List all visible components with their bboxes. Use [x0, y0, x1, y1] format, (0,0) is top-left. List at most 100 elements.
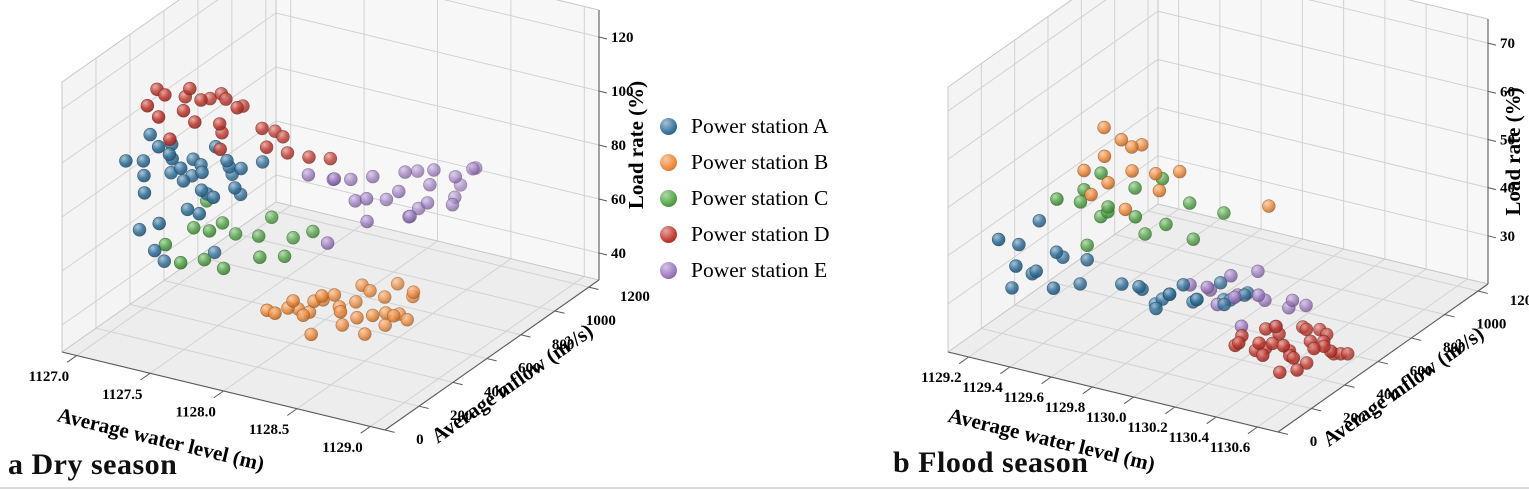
data-point — [366, 308, 380, 323]
data-point — [151, 140, 166, 154]
data-point — [1252, 336, 1266, 350]
data-point — [327, 288, 342, 302]
data-point — [379, 192, 394, 207]
data-point — [230, 100, 244, 115]
data-point — [176, 174, 191, 188]
data-point — [1256, 348, 1270, 362]
svg-text:80: 80 — [611, 138, 626, 154]
data-point — [158, 88, 172, 102]
grid-lines — [947, 0, 1489, 433]
data-point — [213, 142, 227, 157]
legend-marker — [660, 226, 677, 243]
data-point — [158, 237, 173, 252]
data-point — [194, 183, 209, 197]
data-point — [1080, 253, 1094, 267]
legend-marker — [660, 190, 677, 207]
data-point — [348, 194, 362, 208]
svg-text:1127.0: 1127.0 — [29, 369, 69, 385]
data-point — [148, 243, 162, 258]
svg-text:400: 400 — [1376, 387, 1399, 403]
data-point — [1299, 356, 1314, 370]
data-point — [259, 140, 274, 154]
data-point — [197, 252, 212, 267]
svg-text:60: 60 — [611, 192, 626, 208]
svg-text:70: 70 — [1500, 36, 1515, 52]
data-point — [1299, 322, 1314, 337]
data-point — [1213, 276, 1228, 290]
data-point — [137, 168, 151, 183]
svg-text:100: 100 — [611, 84, 634, 100]
data-point — [1251, 288, 1266, 302]
svg-text:600: 600 — [518, 361, 541, 377]
data-point — [194, 93, 208, 107]
data-point — [1152, 183, 1167, 198]
data-point — [255, 155, 270, 169]
svg-text:0: 0 — [1310, 434, 1318, 450]
data-point — [220, 154, 234, 168]
data-point — [1186, 232, 1201, 246]
data-point — [1101, 176, 1115, 190]
data-point — [268, 306, 282, 320]
tick-marks — [958, 42, 1497, 435]
svg-text:200: 200 — [1343, 411, 1366, 427]
data-point — [991, 232, 1006, 247]
data-point — [1049, 245, 1064, 259]
data-point — [1148, 167, 1163, 181]
data-point — [359, 192, 374, 206]
data-point — [410, 164, 425, 178]
data-point — [1286, 351, 1301, 365]
data-point — [304, 327, 318, 342]
data-point — [1149, 301, 1163, 316]
svg-text:1129.0: 1129.0 — [322, 440, 362, 456]
data-point — [400, 313, 414, 327]
data-point — [344, 172, 358, 187]
data-point — [358, 327, 372, 341]
data-point — [228, 227, 243, 241]
legend-item-label: Power station E — [691, 258, 828, 282]
legend-item: Power station A — [660, 114, 830, 139]
svg-text:400: 400 — [484, 384, 507, 400]
data-point — [378, 290, 392, 304]
legend-item: Power station C — [660, 186, 830, 211]
data-point — [1276, 339, 1291, 353]
data-point — [427, 163, 441, 177]
legend-item: Power station B — [660, 150, 830, 175]
svg-text:Load rate (%): Load rate (%) — [1501, 87, 1525, 215]
svg-text:1000: 1000 — [1476, 317, 1506, 333]
data-point — [1073, 277, 1087, 291]
svg-text:1130.0: 1130.0 — [1086, 410, 1126, 426]
dry-season-plot: 1127.0 1127.5 1128.0 1128.5 1129.0 0 200 400 600… — [29, 0, 650, 476]
legend-item-label: Power station B — [691, 150, 829, 174]
svg-text:120: 120 — [611, 30, 634, 46]
svg-text:50: 50 — [1500, 133, 1515, 149]
data-point — [1340, 347, 1355, 361]
data-point — [349, 295, 363, 309]
data-point — [174, 256, 188, 270]
data-point — [387, 309, 401, 323]
data-point — [1132, 280, 1146, 294]
data-point — [391, 277, 405, 291]
data-point — [1084, 187, 1098, 202]
data-point — [265, 210, 279, 225]
data-point — [315, 289, 329, 303]
data-point — [1114, 133, 1129, 147]
svg-text:1128.0: 1128.0 — [175, 405, 215, 421]
svg-text:30: 30 — [1500, 229, 1515, 245]
data-point — [363, 284, 377, 298]
grid-lines — [61, 0, 600, 431]
data-point — [1125, 164, 1139, 178]
data-point — [1125, 140, 1139, 154]
data-point — [277, 249, 292, 263]
data-point — [1029, 264, 1043, 278]
svg-text:1130.6: 1130.6 — [1210, 440, 1251, 456]
data-point — [151, 110, 166, 124]
data-point — [445, 198, 460, 212]
data-point — [202, 224, 217, 238]
scatter-points — [119, 81, 483, 342]
data-point — [157, 254, 172, 268]
svg-text:40: 40 — [611, 246, 626, 262]
data-point — [253, 250, 267, 264]
data-point — [1032, 214, 1047, 228]
data-point — [1285, 293, 1300, 308]
data-point — [152, 216, 166, 231]
